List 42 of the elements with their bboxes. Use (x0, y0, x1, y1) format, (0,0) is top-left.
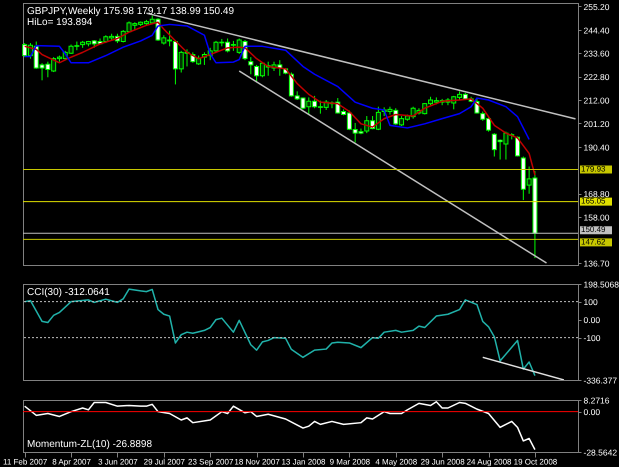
x-tick-label: 4 May 2008 (375, 458, 418, 466)
ref-line-label: 147.62 (581, 237, 606, 246)
x-tick-label: 9 Mar 2008 (330, 458, 371, 466)
y-tick-label: 8.2716 (584, 396, 610, 406)
x-tick-label: 3 Jun 2007 (98, 458, 138, 466)
y-tick-label: 212.00 (584, 96, 610, 106)
y-tick-label: -336.377 (584, 376, 618, 386)
x-tick-label: 11 Feb 2007 (2, 458, 48, 466)
y-tick-label: 0.00 (584, 407, 600, 418)
y-tick-label: 100 (584, 297, 598, 308)
text: Momentum-ZL(10) -26.8898 (27, 439, 152, 450)
x-tick-label: 8 Apr 2007 (52, 458, 92, 466)
x-tick-label: 29 Jul 2007 (144, 458, 186, 466)
x-tick-label: 24 Aug 2008 (466, 458, 512, 466)
x-tick-label: 29 Jun 2008 (420, 458, 466, 466)
y-tick-label: 158.00 (584, 212, 610, 222)
y-tick-label: -28.5642 (584, 448, 618, 458)
line-series (24, 401, 536, 450)
y-tick-label: 168.80 (584, 189, 610, 200)
chart-title: GBPJPY,Weekly 175.98 179.17 138.99 150.49 (27, 6, 234, 17)
x-tick-label: 18 Nov 2007 (234, 458, 280, 466)
line-series (24, 24, 530, 140)
x-tick-label: 13 Jan 2008 (281, 458, 326, 466)
y-tick-label: 198.5068 (584, 280, 620, 290)
y-tick-label: 201.20 (584, 118, 610, 129)
ref-line-label: 150.49 (581, 225, 606, 234)
candlestick (248, 56, 254, 75)
line-series (24, 288, 536, 376)
x-tick-label: 19 Oct 2008 (514, 458, 558, 466)
y-tick-label: 136.70 (584, 258, 610, 269)
y-tick-label: 190.40 (584, 142, 610, 152)
y-tick-label: 222.80 (584, 72, 610, 82)
y-tick-label: -100 (584, 333, 601, 344)
chart-title: CCI(30) -312.0641 (27, 287, 110, 298)
y-tick-label: 233.60 (584, 48, 610, 59)
y-tick-label: 244.40 (584, 25, 610, 36)
y-tick-label: 0.00 (584, 315, 600, 326)
y-tick-label: 255.20 (584, 2, 610, 12)
ref-line-label: 179.93 (581, 164, 606, 174)
text: HiLo= 193.894 (27, 17, 93, 28)
ref-line-label: 165.05 (581, 196, 606, 206)
x-tick-label: 23 Sep 2007 (188, 458, 234, 466)
